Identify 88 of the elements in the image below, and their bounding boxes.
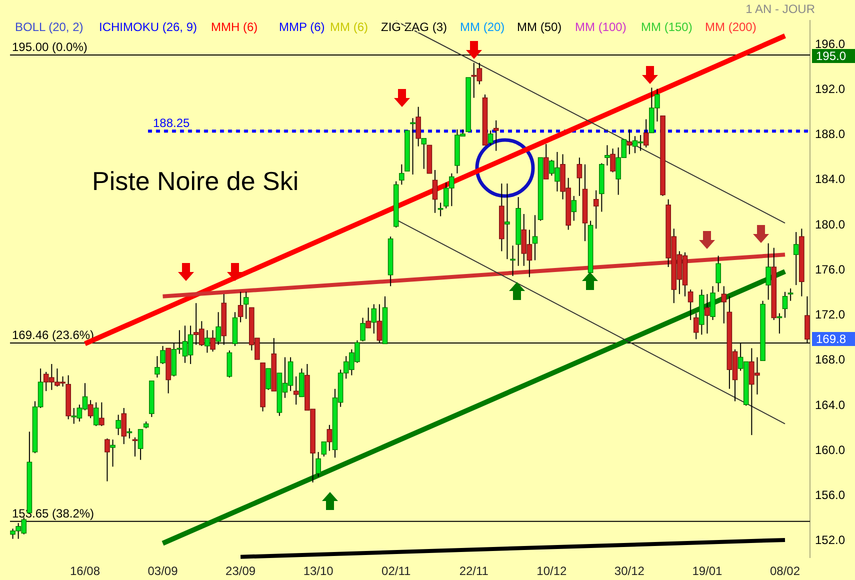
candlestick — [132, 436, 138, 457]
ref-line-label: 188.25 — [153, 116, 190, 130]
candlestick — [604, 144, 610, 166]
annotation: ICHIMOKU (26, 9) — [99, 20, 198, 34]
candlestick — [793, 232, 799, 286]
x-tick-label: 08/02 — [770, 564, 800, 578]
x-tick-label: 30/12 — [614, 564, 645, 578]
candlestick — [88, 400, 94, 419]
candlestick — [238, 291, 244, 323]
candlestick — [421, 138, 427, 170]
candlestick — [93, 402, 99, 427]
candlestick — [299, 368, 304, 398]
ref-line-label: 195.00 (0.0%) — [12, 40, 88, 54]
y-tick-label: 176.0 — [815, 262, 846, 276]
candlestick — [321, 441, 327, 457]
annotation: MMP (6) — [279, 20, 325, 34]
annotation: MM (150) — [641, 20, 692, 34]
candlestick — [493, 120, 499, 152]
x-tick-label: 16/08 — [70, 564, 100, 578]
y-tick-label: 188.0 — [815, 127, 846, 142]
candlestick — [326, 424, 332, 452]
candlestick — [138, 428, 144, 460]
candlestick — [643, 118, 649, 148]
y-tick-label: 164.0 — [815, 398, 846, 412]
candlestick — [99, 402, 104, 427]
x-tick-label: 23/09 — [226, 564, 256, 578]
candlestick — [593, 190, 599, 230]
candlestick — [154, 356, 160, 378]
y-tick-label: 192.0 — [815, 82, 846, 96]
y-tick-label: 152.0 — [815, 533, 846, 548]
annotation: MM (6) — [330, 20, 368, 34]
y-tick-label: 168.0 — [815, 352, 846, 367]
candlestick — [243, 291, 249, 320]
y-tick-label: 184.0 — [815, 172, 846, 186]
candlestick — [688, 289, 694, 321]
y-tick-label: 172.0 — [815, 308, 846, 322]
candlestick — [504, 183, 510, 260]
candlestick — [543, 144, 549, 180]
candlestick — [704, 294, 710, 334]
candlestick — [121, 407, 127, 445]
candlestick — [626, 128, 632, 155]
candlestick — [371, 304, 377, 334]
candlestick — [710, 286, 716, 321]
annotation: Piste Noire de Ski — [92, 166, 299, 196]
x-tick-label: 02/11 — [382, 564, 412, 578]
annotation: MMH (6) — [211, 20, 258, 34]
candlestick — [160, 345, 166, 365]
candlestick — [571, 195, 577, 222]
candlestick — [416, 106, 421, 147]
y-tick-label: 160.0 — [815, 442, 846, 457]
x-tick-label: 13/10 — [303, 564, 334, 578]
candlestick — [576, 157, 582, 196]
candlestick — [226, 350, 232, 378]
text: 195.0 — [816, 49, 846, 64]
x-tick-label: 10/12 — [536, 564, 568, 578]
y-tick-label: 156.0 — [815, 488, 846, 502]
annotation: BOLL (20, 2) — [15, 20, 84, 34]
text: 169.8 — [816, 332, 846, 346]
candlestick — [788, 288, 794, 302]
x-tick-label: 03/09 — [148, 564, 178, 578]
candlestick — [366, 307, 371, 328]
y-tick-label: 196.0 — [815, 36, 846, 51]
annotation: MM (100) — [575, 20, 626, 34]
x-tick-label: 22/11 — [459, 564, 489, 578]
candlestick — [488, 130, 494, 146]
candlestick — [432, 170, 438, 214]
candlestick — [116, 414, 121, 436]
candlestick — [104, 438, 110, 482]
candlestick — [693, 312, 699, 340]
candlestick — [110, 439, 116, 468]
ref-line-label: 169.46 (23.6%) — [12, 328, 94, 342]
annotation: MM (200) — [705, 20, 756, 34]
annotation: MM (20) — [460, 20, 505, 34]
candlestick — [610, 148, 616, 173]
annotation: MM (50) — [517, 20, 562, 34]
candlestick — [399, 164, 404, 186]
text: 1 AN - JOUR — [746, 2, 816, 16]
x-tick-label: 19/01 — [692, 564, 723, 578]
candlestick — [716, 255, 721, 292]
candlestick — [316, 451, 321, 478]
candlestick — [293, 376, 299, 406]
candlestick — [721, 286, 727, 324]
candlestick — [204, 330, 210, 354]
candlestick — [266, 368, 271, 390]
y-tick-label: 180.0 — [815, 217, 846, 232]
candlestick — [532, 214, 538, 261]
candlestick — [438, 202, 444, 217]
candlestick — [782, 291, 788, 318]
